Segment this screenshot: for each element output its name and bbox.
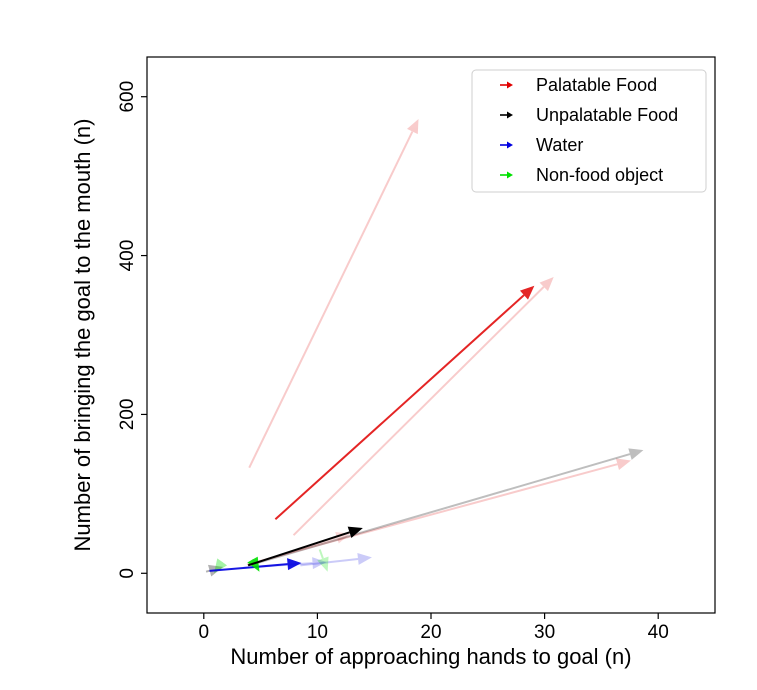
legend-box [471,69,707,193]
legend-item: Water [500,135,583,155]
legend-item: Palatable Food [500,75,657,95]
arrow-palatable-food [248,118,419,469]
legend-arrow-icon [500,141,513,149]
y-tick-label: 600 [117,81,138,113]
arrow-water [209,558,302,572]
legend-arrow-icon [500,171,513,179]
x-tick-label: 10 [307,622,328,643]
arrow-palatable-food [292,277,554,536]
legend-label: Non-food object [536,165,663,185]
arrow-unpalatable-food [247,526,363,567]
x-tick-label: 40 [648,622,669,643]
x-tick-label: 20 [420,622,441,643]
arrow-palatable-food [274,285,535,521]
y-tick-label: 200 [117,399,138,431]
legend-arrow-icon [500,81,513,89]
legend: Palatable Food Unpalatable Food Water Non-f… [471,69,707,193]
y-tick-label: 0 [117,568,138,579]
legend-item: Unpalatable Food [500,105,678,125]
plot-area [205,118,644,577]
arrow-palatable-food [246,458,631,566]
x-tick-label: 30 [534,622,555,643]
legend-item: Non-food object [500,165,663,185]
legend-label: Water [536,135,583,155]
y-tick-label: 400 [117,240,138,272]
arrow-water [300,552,372,567]
arrow-unpalatable-food [248,448,644,567]
x-axis-label: Number of approaching hands to goal (n) [230,644,631,669]
y-axis: 0 200 400 600 [117,81,147,579]
legend-label: Palatable Food [536,75,657,95]
x-axis: 0 10 20 30 40 [199,613,669,643]
legend-label: Unpalatable Food [536,105,678,125]
arrow-non-food-object [317,549,329,572]
legend-arrow-icon [500,111,513,119]
x-tick-label: 0 [199,622,210,643]
y-axis-label: Number of bringing the goal to the mouth… [70,119,95,552]
